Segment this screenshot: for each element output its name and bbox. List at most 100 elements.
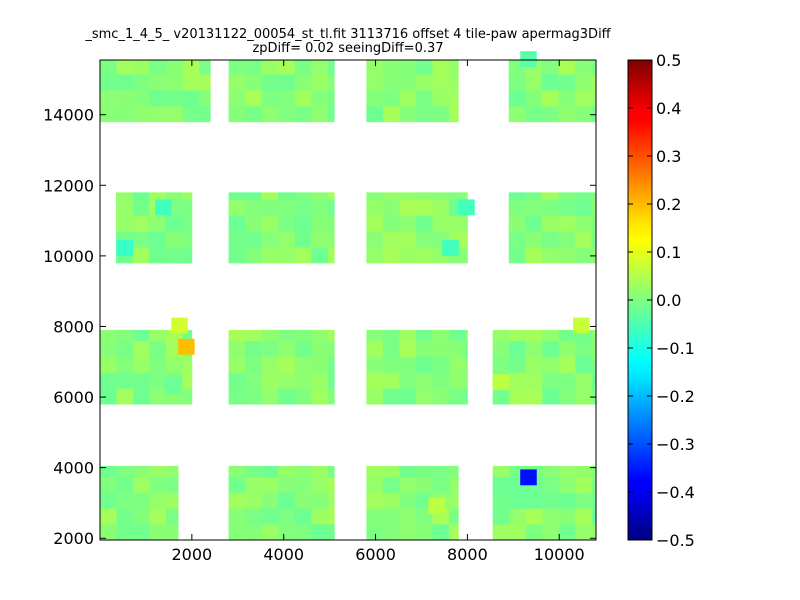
heatmap-cell: [415, 215, 433, 232]
heatmap-cell: [541, 199, 559, 216]
heatmap-cell: [133, 330, 150, 341]
colorbar-tick-label: 0.2: [656, 195, 681, 214]
heatmap-cell: [415, 476, 433, 493]
heatmap-cell: [558, 356, 576, 373]
heatmap-cell: [294, 90, 312, 107]
heatmap-cell: [182, 356, 193, 373]
heatmap-cell: [228, 199, 246, 216]
heatmap-cell: [166, 524, 179, 541]
heatmap-cell: [525, 492, 543, 509]
heatmap-cell: [415, 60, 433, 75]
heatmap-cell: [432, 340, 450, 357]
heatmap-cell: [182, 215, 193, 232]
heatmap-cell: [432, 60, 450, 75]
heatmap-cell: [100, 388, 117, 405]
heatmap-cell: [261, 330, 279, 341]
chart-title-line-1: _smc_1_4_5_ v20131122_00054_st_tl.fit 31…: [84, 27, 611, 42]
heatmap-cell: [415, 231, 433, 248]
heatmap-cell: [261, 508, 279, 525]
heatmap-cell: [525, 388, 543, 405]
heatmap-cell: [399, 508, 417, 525]
heatmap-cell: [199, 74, 211, 91]
heatmap-cell: [294, 231, 312, 248]
heatmap-cell: [100, 74, 117, 91]
heatmap-cell: [366, 192, 384, 200]
heatmap-cell: [245, 372, 263, 389]
heatmap-cell: [116, 74, 134, 91]
heatmap-cell: [449, 105, 459, 123]
heatmap-cell: [100, 330, 117, 341]
heatmap-cell: [133, 372, 150, 389]
y-tick-label: 14000: [43, 106, 94, 125]
heatmap-cell: [311, 476, 329, 493]
heatmap-cell: [382, 247, 400, 264]
heatmap-cell: [261, 231, 279, 248]
heatmap-cell: [182, 247, 193, 264]
heatmap-cell: [294, 74, 312, 91]
y-tick-label: 6000: [53, 388, 94, 407]
heatmap-cell: [542, 356, 560, 373]
heatmap-cell: [166, 356, 184, 373]
colorbar-tick-label: 0.1: [656, 243, 681, 262]
heatmap-cell: [165, 231, 183, 248]
tile-block: [366, 192, 468, 264]
heatmap-cell: [525, 231, 543, 248]
colorbar-tick-label: −0.4: [656, 483, 695, 502]
heatmap-cell: [294, 247, 312, 264]
heatmap-cell: [278, 524, 296, 541]
heatmap-cell: [508, 231, 526, 248]
heatmap-cell: [575, 372, 593, 389]
heatmap-cell: [382, 492, 400, 509]
heatmap-cell: [149, 215, 167, 232]
heatmap-cell: [166, 508, 179, 525]
heatmap-cell: [525, 340, 543, 357]
heatmap-cell: [525, 105, 543, 123]
heatmap-cell: [399, 199, 417, 216]
heatmap-cell: [294, 476, 312, 493]
heatmap-cell: [558, 74, 576, 91]
heatmap-cell: [382, 388, 400, 405]
heatmap-cell: [591, 372, 597, 389]
heatmap-cell: [261, 90, 279, 107]
x-tick-label: 6000: [355, 545, 396, 564]
heatmap-cell: [149, 330, 167, 341]
heatmap-cell: [399, 476, 417, 493]
heatmap-cell: [165, 215, 183, 232]
tile-block: [228, 465, 335, 541]
heatmap-cell: [382, 74, 400, 91]
heatmap-cell: [278, 465, 296, 477]
heatmap-cell: [542, 330, 560, 341]
heatmap-cell: [449, 330, 466, 341]
heatmap-cell: [245, 524, 263, 541]
heatmap-cell: [166, 60, 184, 75]
heatmap-cell: [294, 215, 312, 232]
heatmap-cell: [366, 215, 384, 232]
heatmap-cell: [133, 476, 150, 493]
heatmap-cell-highlight: [178, 338, 195, 355]
heatmap-cell: [149, 524, 167, 541]
heatmap-cell: [166, 74, 184, 91]
heatmap-cell: [541, 90, 559, 107]
heatmap-cell: [591, 60, 597, 75]
heatmap-cell: [449, 492, 459, 509]
heatmap-cell: [415, 192, 433, 200]
heatmap-cell: [366, 247, 384, 264]
colorbar-tick-label: 0.3: [656, 147, 681, 166]
heatmap-cell: [449, 508, 459, 525]
heatmap-cell: [558, 90, 576, 107]
heatmap-cell: [245, 247, 263, 264]
heatmap-cell: [508, 90, 526, 107]
heatmap-cell: [591, 356, 597, 373]
heatmap-cell: [591, 524, 597, 541]
tile-block: [100, 465, 179, 541]
heatmap-cell: [294, 340, 312, 357]
heatmap-cell: [575, 476, 593, 493]
heatmap-cell: [382, 231, 400, 248]
heatmap-cell: [591, 340, 597, 357]
heatmap-cell: [575, 356, 593, 373]
heatmap-cell: [133, 465, 150, 477]
heatmap-cell: [100, 524, 117, 541]
heatmap-cell: [449, 524, 459, 541]
heatmap-cell: [382, 508, 400, 525]
heatmap-cell: [432, 524, 450, 541]
